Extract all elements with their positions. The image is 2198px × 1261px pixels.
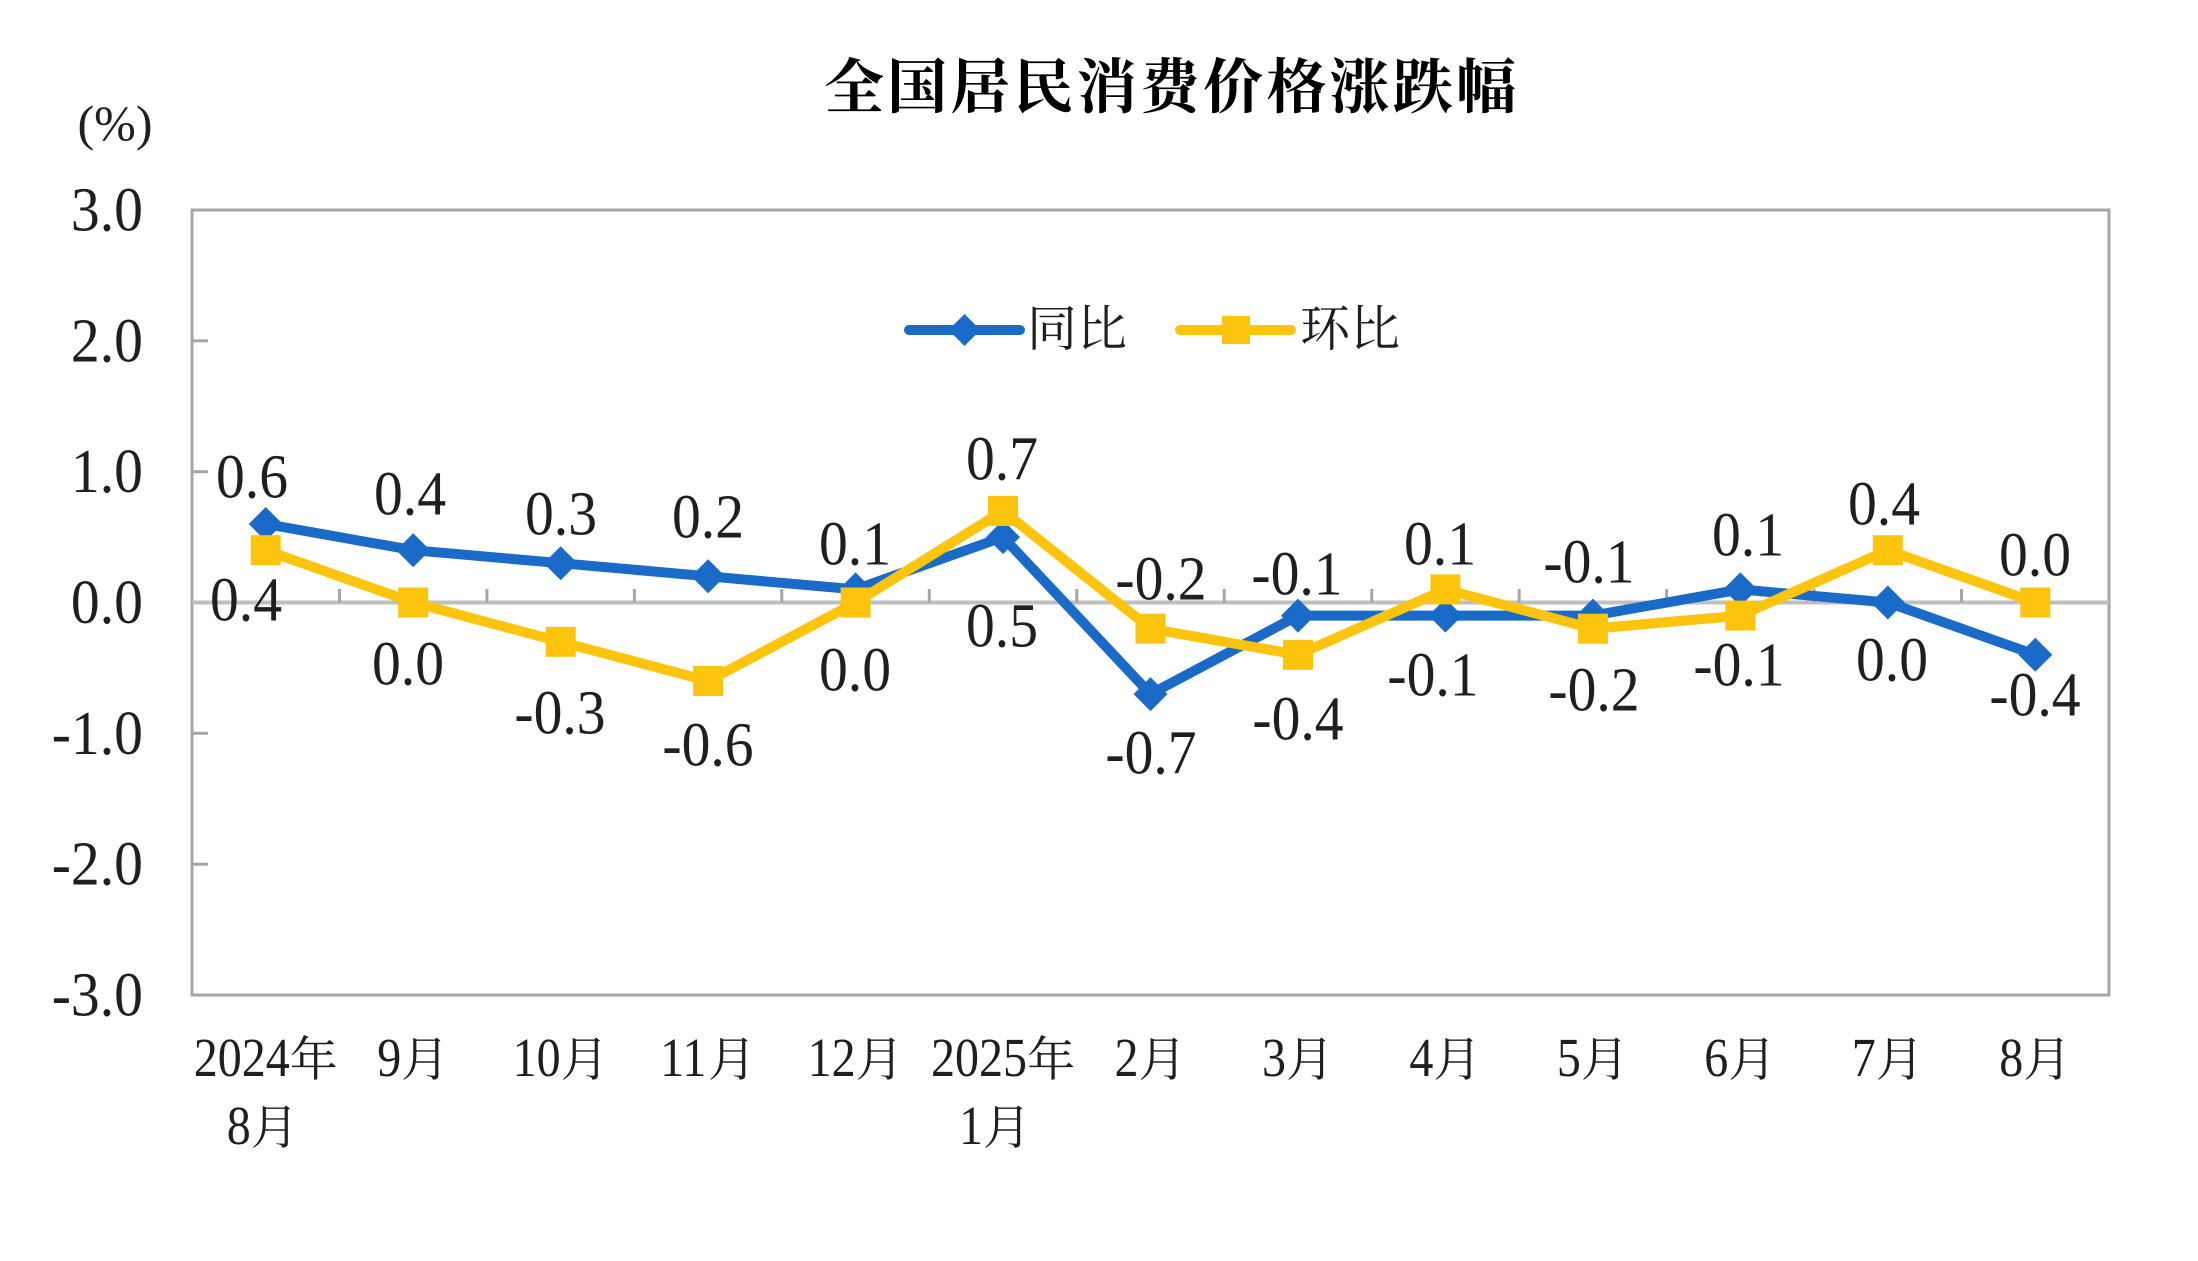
svg-text:0.4: 0.4 [374, 460, 446, 528]
svg-text:0.7: 0.7 [966, 425, 1038, 493]
svg-text:10: 10 [513, 1028, 561, 1089]
svg-text:-2.0: -2.0 [52, 830, 143, 898]
svg-text:-0.4: -0.4 [1989, 661, 2080, 729]
svg-text:-0.3: -0.3 [514, 679, 605, 747]
svg-text:11: 11 [660, 1028, 706, 1089]
svg-text:0.5: 0.5 [966, 592, 1038, 660]
svg-text:0.0: 0.0 [1856, 626, 1928, 694]
svg-text:-0.1: -0.1 [1693, 631, 1784, 699]
svg-text:12: 12 [808, 1028, 856, 1089]
svg-text:9: 9 [377, 1028, 401, 1089]
svg-text:1.0: 1.0 [71, 437, 143, 505]
svg-text:3.0: 3.0 [71, 176, 143, 244]
svg-text:-3.0: -3.0 [52, 961, 143, 1029]
svg-text:0.4: 0.4 [1848, 470, 1920, 538]
svg-text:-1.0: -1.0 [52, 699, 143, 767]
svg-text:8: 8 [227, 1096, 251, 1157]
svg-text:0.3: 0.3 [525, 480, 597, 548]
svg-text:4: 4 [1409, 1028, 1433, 1089]
svg-text:-0.1: -0.1 [1251, 540, 1342, 608]
svg-text:3: 3 [1262, 1028, 1286, 1089]
svg-text:0.0: 0.0 [1999, 521, 2071, 589]
svg-text:2.0: 2.0 [71, 307, 143, 375]
svg-text:0.0: 0.0 [819, 636, 891, 704]
svg-text:7: 7 [1852, 1028, 1876, 1089]
svg-text:1: 1 [959, 1096, 983, 1157]
svg-text:2025: 2025 [931, 1028, 1027, 1089]
svg-text:0.1: 0.1 [1712, 501, 1784, 569]
svg-text:-0.1: -0.1 [1543, 528, 1634, 596]
svg-text:2: 2 [1115, 1028, 1139, 1089]
svg-text:(%): (%) [78, 95, 153, 151]
svg-text:-0.7: -0.7 [1105, 719, 1196, 787]
svg-text:0.0: 0.0 [71, 568, 143, 636]
svg-text:0.4: 0.4 [210, 566, 282, 634]
svg-text:6: 6 [1704, 1028, 1728, 1089]
svg-text:0.6: 0.6 [216, 443, 288, 511]
svg-text:-0.2: -0.2 [1548, 656, 1639, 724]
svg-text:0.2: 0.2 [672, 483, 744, 551]
svg-text:0.0: 0.0 [372, 630, 444, 698]
svg-text:0.1: 0.1 [819, 510, 891, 578]
svg-text:5: 5 [1557, 1028, 1581, 1089]
svg-text:8: 8 [1999, 1028, 2023, 1089]
svg-text:-0.1: -0.1 [1387, 641, 1478, 709]
svg-text:-0.4: -0.4 [1252, 685, 1343, 753]
svg-text:-0.6: -0.6 [662, 711, 753, 779]
svg-text:2024: 2024 [194, 1028, 290, 1089]
svg-text:0.1: 0.1 [1404, 510, 1476, 578]
svg-text:-0.2: -0.2 [1115, 545, 1206, 613]
